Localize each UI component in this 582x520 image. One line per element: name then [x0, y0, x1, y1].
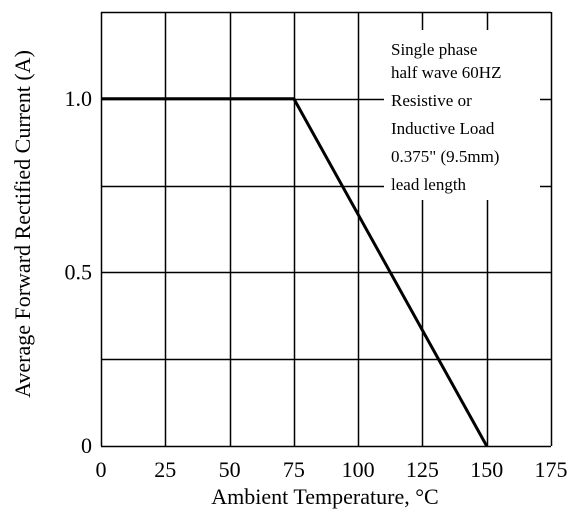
- x-tick-labels: 0 25 50 75 100 125 150 175: [96, 457, 568, 482]
- x-tick-label: 75: [283, 457, 305, 482]
- x-tick-label: 125: [406, 457, 439, 482]
- annotation-line: lead length: [391, 175, 467, 194]
- annotation-box: Single phase half wave 60HZ Resistive or…: [384, 30, 540, 200]
- annotation-line: Resistive or: [391, 91, 472, 110]
- y-axis-title: Average Forward Rectified Current (A): [10, 50, 35, 398]
- annotation-line: Inductive Load: [391, 119, 495, 138]
- x-tick-label: 100: [342, 457, 375, 482]
- x-tick-label: 150: [470, 457, 503, 482]
- y-tick-labels: 0 0.5 1.0: [65, 86, 93, 458]
- y-tick-label: 0.5: [65, 259, 93, 284]
- annotation-line: half wave 60HZ: [391, 63, 501, 82]
- x-tick-label: 0: [96, 457, 107, 482]
- series-line: [101, 97, 489, 447]
- y-tick-label: 1.0: [65, 86, 93, 111]
- annotation-line: Single phase: [391, 40, 477, 59]
- x-tick-label: 25: [154, 457, 176, 482]
- x-axis-title: Ambient Temperature, °C: [211, 484, 438, 509]
- annotation-background: [384, 30, 540, 200]
- x-tick-label: 175: [535, 457, 568, 482]
- x-tick-label: 50: [219, 457, 241, 482]
- series-layer: [101, 97, 489, 447]
- annotation-line: 0.375" (9.5mm): [391, 147, 499, 166]
- y-tick-label: 0: [81, 433, 92, 458]
